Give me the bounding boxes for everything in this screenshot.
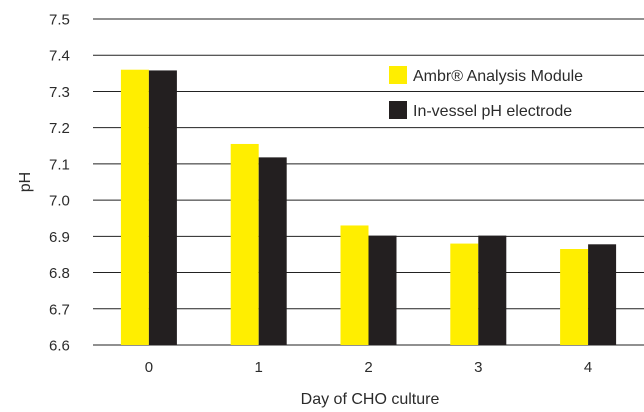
x-tick-label: 1 xyxy=(255,359,263,376)
y-tick-label: 6.9 xyxy=(49,229,70,246)
y-tick-label: 7.2 xyxy=(49,120,70,137)
x-tick-label: 3 xyxy=(474,359,482,376)
bar-ambr-day-2 xyxy=(340,225,369,345)
y-tick-label: 7.3 xyxy=(49,84,70,101)
bar-ambr-day-4 xyxy=(560,249,589,345)
x-tick-label: 2 xyxy=(364,359,372,376)
y-tick-label: 7.4 xyxy=(49,48,70,65)
x-tick-label: 4 xyxy=(584,359,592,376)
bar-electrode-day-4 xyxy=(588,244,617,345)
y-tick-label: 6.8 xyxy=(49,265,70,282)
y-tick-label: 7.1 xyxy=(49,156,70,173)
legend: Ambr® Analysis Module In-vessel pH elect… xyxy=(389,66,583,120)
bar-electrode-day-1 xyxy=(258,157,287,345)
legend-label-ambr: Ambr® Analysis Module xyxy=(413,68,583,85)
gridlines xyxy=(93,18,644,346)
y-tick-label: 7.5 xyxy=(49,12,70,29)
legend-swatch-ambr xyxy=(389,66,407,84)
x-axis-title: Day of CHO culture xyxy=(301,391,440,408)
bar-ambr-day-1 xyxy=(230,143,259,345)
x-tick-labels: 0 1 2 3 4 xyxy=(145,359,593,376)
x-tick-label: 0 xyxy=(145,359,153,376)
bar-ambr-day-3 xyxy=(450,243,479,345)
y-tick-label: 6.6 xyxy=(49,338,70,355)
y-tick-label: 6.7 xyxy=(49,301,70,318)
y-tick-labels: 6.6 6.7 6.8 6.9 7.0 7.1 7.2 7.3 7.4 7.5 xyxy=(49,12,70,355)
y-axis-title: pH xyxy=(17,172,34,192)
bar-electrode-day-0 xyxy=(148,70,177,346)
legend-label-electrode: In-vessel pH electrode xyxy=(413,103,572,120)
bar-electrode-day-2 xyxy=(368,235,397,345)
legend-swatch-electrode xyxy=(389,101,407,119)
bars xyxy=(120,69,617,346)
bar-ambr-day-0 xyxy=(120,69,149,345)
bar-electrode-day-3 xyxy=(478,235,507,345)
y-tick-label: 7.0 xyxy=(49,193,70,210)
